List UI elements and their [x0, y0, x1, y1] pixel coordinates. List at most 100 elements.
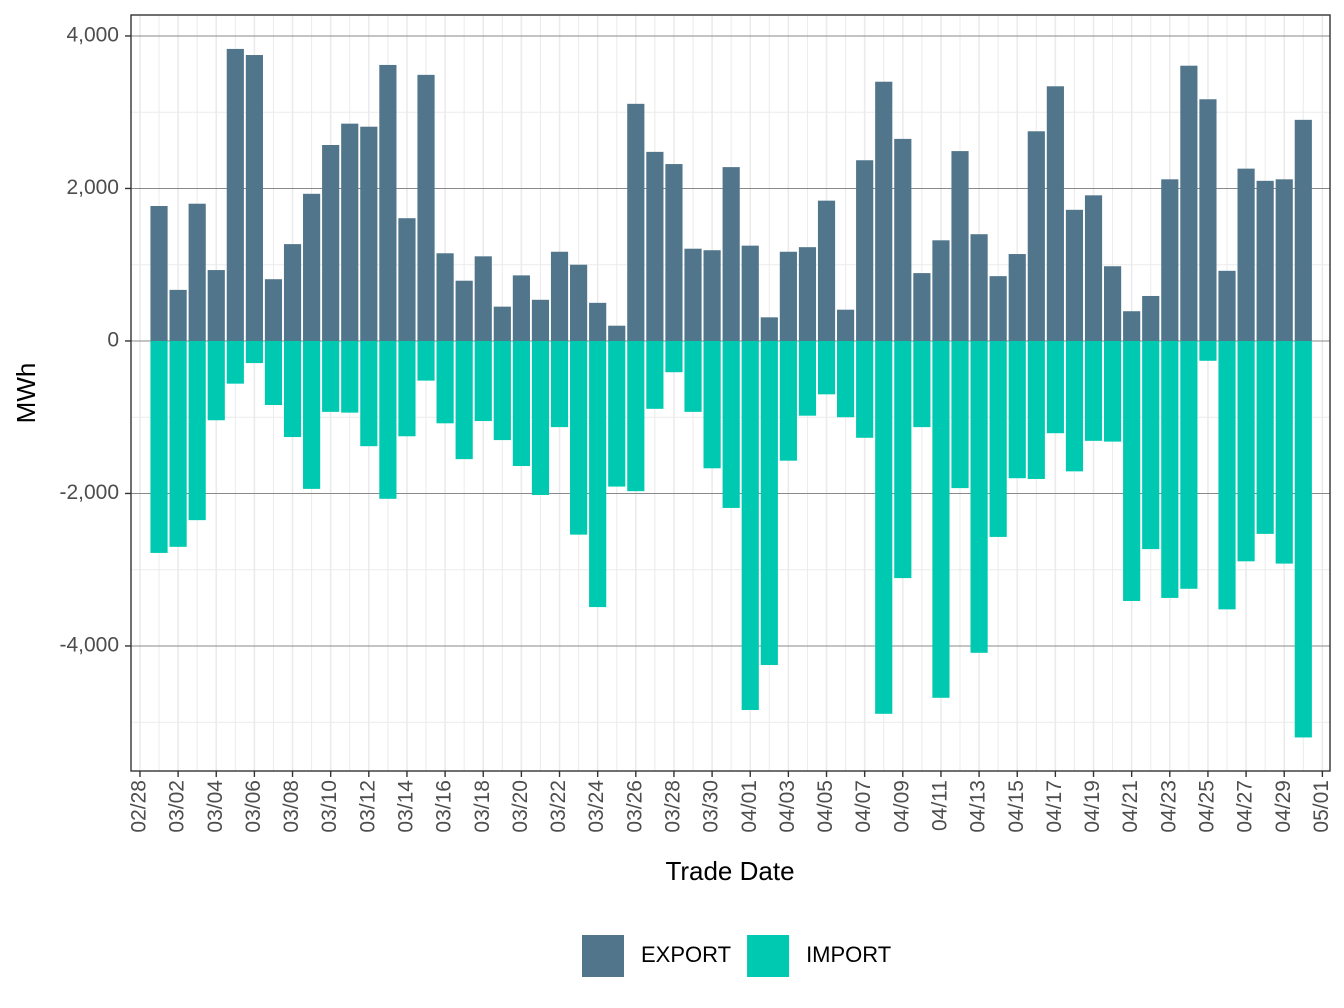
bar	[589, 340, 607, 608]
bar	[856, 340, 874, 438]
bar	[398, 340, 416, 437]
bar	[283, 340, 302, 438]
x-tick-label: 04/07	[852, 780, 875, 833]
bar	[207, 270, 225, 341]
bar	[798, 247, 817, 341]
bar	[474, 256, 492, 341]
bar	[1161, 340, 1179, 598]
x-tick-label: 03/22	[547, 780, 570, 833]
bar	[951, 151, 969, 341]
bar	[360, 126, 378, 341]
x-tick-label: 04/05	[814, 780, 837, 833]
bar	[1123, 340, 1141, 601]
bar	[608, 325, 626, 341]
bar	[455, 340, 473, 460]
bar	[722, 167, 740, 341]
bar	[1180, 65, 1198, 341]
legend-swatch	[747, 935, 790, 977]
bar	[837, 340, 855, 418]
bar	[875, 340, 893, 714]
bar	[798, 340, 817, 416]
bar	[1008, 254, 1026, 341]
bar	[226, 48, 244, 341]
bar	[436, 253, 454, 341]
bar	[531, 340, 550, 495]
bar	[856, 160, 874, 341]
bar	[188, 340, 206, 521]
bar	[550, 251, 569, 341]
bar	[703, 340, 721, 469]
legend-label: EXPORT	[641, 942, 731, 967]
bar	[303, 193, 321, 341]
bar	[1084, 340, 1103, 441]
bar	[455, 280, 473, 341]
y-tick-label: -4,000	[59, 634, 119, 657]
bar	[531, 299, 550, 341]
legend-label: IMPORT	[806, 942, 891, 967]
bar	[1104, 340, 1122, 442]
x-tick-label: 05/01	[1310, 780, 1333, 833]
bar	[684, 248, 702, 341]
bar	[150, 206, 168, 341]
bar	[1256, 340, 1274, 534]
bar	[264, 340, 283, 406]
bar	[589, 302, 607, 341]
bar	[894, 138, 912, 341]
bar	[207, 340, 225, 421]
bar	[932, 240, 950, 341]
bar	[493, 306, 511, 341]
x-tick-label: 03/26	[623, 780, 646, 833]
bar	[245, 340, 263, 364]
bar	[322, 340, 340, 412]
bar	[760, 340, 778, 666]
plot-border	[130, 14, 1331, 772]
bar	[226, 340, 244, 384]
bar	[665, 340, 683, 373]
y-tick-label: 4,000	[66, 24, 119, 47]
bar	[1142, 340, 1160, 550]
bar	[741, 245, 759, 341]
bar	[245, 55, 263, 341]
x-tick-label: 02/28	[128, 780, 151, 833]
x-axis-title: Trade Date	[665, 856, 794, 886]
bar	[1275, 340, 1293, 564]
bar	[932, 340, 950, 698]
x-tick-label: 03/30	[700, 780, 723, 833]
bar	[1294, 119, 1312, 341]
bar	[837, 309, 855, 341]
bar	[417, 340, 435, 381]
bar	[169, 289, 187, 341]
bar	[894, 340, 912, 579]
bar	[703, 250, 721, 341]
bar	[970, 234, 988, 341]
x-tick-label: 04/01	[738, 780, 761, 833]
x-tick-label: 03/18	[471, 780, 494, 833]
y-axis-title: MWh	[11, 363, 41, 424]
x-tick-label: 03/10	[318, 780, 341, 833]
x-tick-label: 04/15	[1005, 780, 1028, 833]
bar	[627, 103, 645, 341]
bar	[722, 340, 740, 508]
bar	[989, 276, 1007, 341]
bar	[493, 340, 511, 441]
bar	[913, 340, 931, 428]
bar	[684, 340, 702, 412]
bar	[1218, 270, 1236, 341]
x-tick-label: 04/17	[1043, 780, 1066, 833]
x-tick-label: 04/21	[1119, 780, 1142, 833]
x-tick-label: 04/27	[1234, 780, 1257, 833]
bar	[550, 340, 569, 428]
bar	[417, 74, 435, 341]
bar	[1199, 99, 1217, 341]
bar	[1027, 340, 1045, 479]
bar	[817, 340, 836, 395]
bar	[570, 264, 588, 341]
bar	[1161, 179, 1179, 341]
x-tick-label: 03/06	[242, 780, 265, 833]
bar	[341, 123, 359, 341]
bar	[1142, 295, 1160, 341]
bar	[1027, 131, 1045, 341]
x-tick-label: 03/16	[433, 780, 456, 833]
x-tick-label: 03/24	[585, 780, 608, 833]
bar	[1046, 340, 1064, 434]
